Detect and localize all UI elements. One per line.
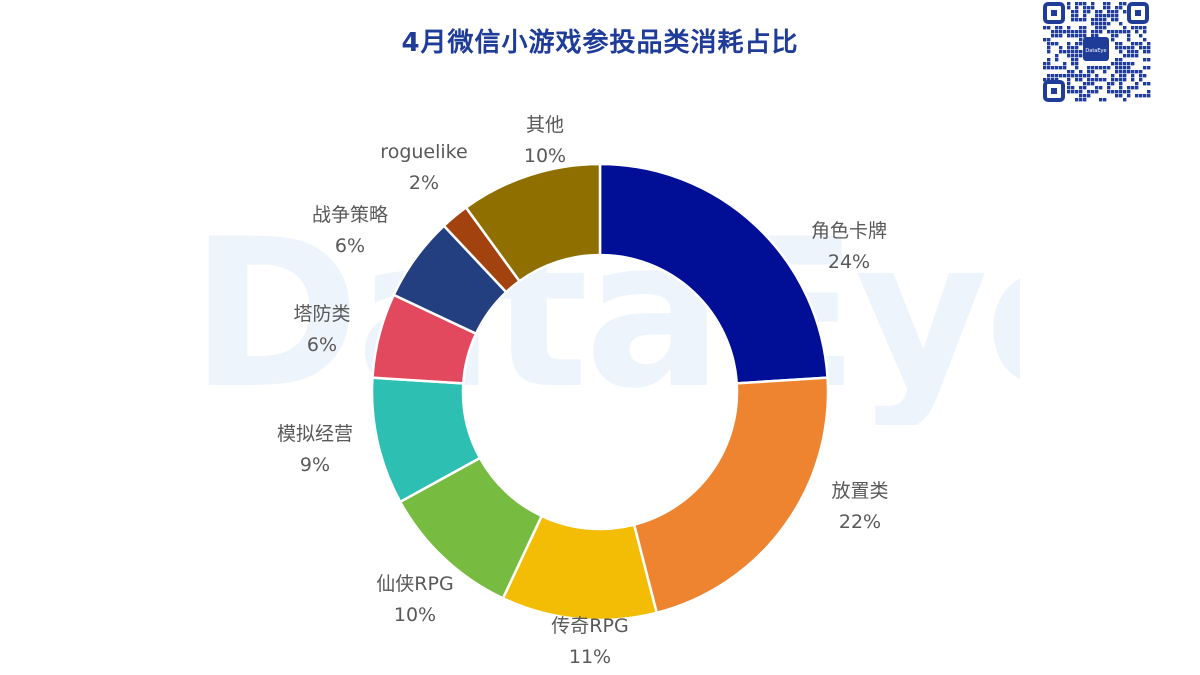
slice-value-label: 10% <box>394 604 436 626</box>
slice-name-label: 传奇RPG <box>551 615 628 637</box>
slice-name-label: 模拟经营 <box>277 423 353 445</box>
slice-value-label: 6% <box>335 235 365 257</box>
slice-value-label: 10% <box>524 145 566 167</box>
slice-name-label: 其他 <box>526 114 564 136</box>
qr-badge-text: DataEye <box>1085 48 1106 54</box>
chart-title: 4月微信小游戏参投品类消耗占比 <box>401 28 799 58</box>
slice-name-label: roguelike <box>380 141 467 163</box>
slice-name-label: 战争策略 <box>312 204 388 226</box>
slice-value-label: 6% <box>307 334 337 356</box>
slice-value-label: 24% <box>828 251 870 273</box>
qr-code-icon: DataEye <box>1041 0 1151 104</box>
slice-name-label: 仙侠RPG <box>376 573 453 595</box>
slice-name-label: 塔防类 <box>293 303 350 325</box>
slice-name-label: 放置类 <box>831 480 888 502</box>
slice-value-label: 2% <box>409 172 439 194</box>
slice-value-label: 9% <box>300 454 330 476</box>
slice-value-label: 22% <box>839 511 881 533</box>
donut-slice <box>598 162 829 385</box>
slice-value-label: 11% <box>569 646 611 668</box>
slice-name-label: 角色卡牌 <box>811 220 887 242</box>
donut-slice <box>632 376 830 615</box>
donut-slice <box>464 162 602 283</box>
